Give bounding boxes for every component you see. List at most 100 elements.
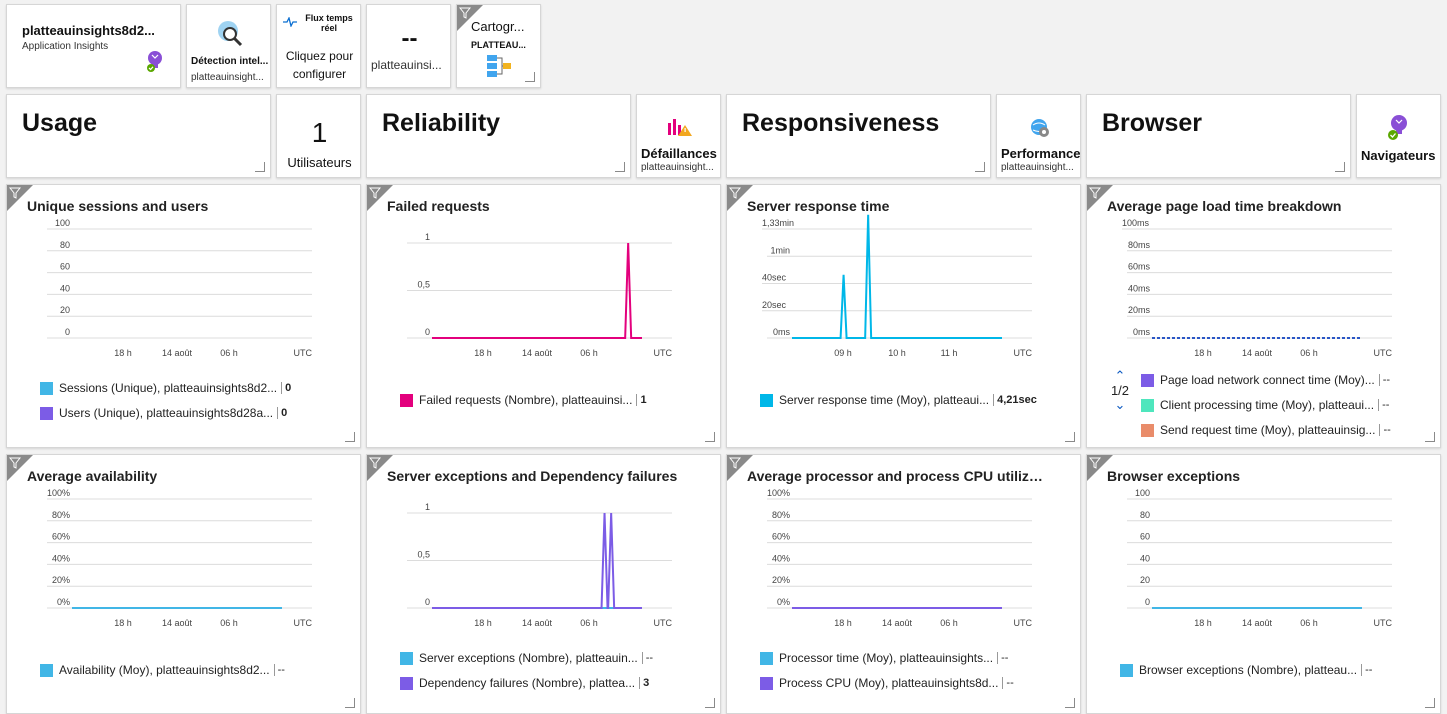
x-tick-label: 18 h xyxy=(114,618,132,628)
filter-icon xyxy=(729,187,741,199)
x-tick-label: 06 h xyxy=(940,618,958,628)
x-unit-label: UTC xyxy=(654,348,673,358)
filter-icon xyxy=(1089,457,1101,469)
app-name: platteauinsights8d2... xyxy=(22,23,155,38)
chart-tile[interactable]: Server response time 1,33min 1min 40sec 20se… xyxy=(726,184,1081,448)
smart-detection-sub: platteauinsight... xyxy=(191,72,264,83)
legend-item[interactable]: Sessions (Unique), platteauinsights8d2..… xyxy=(40,381,291,395)
y-tick-label: 40ms xyxy=(1128,283,1151,293)
y-tick-label: 20ms xyxy=(1128,305,1151,315)
legend-value: -- xyxy=(1378,374,1390,386)
live-metrics-title: Flux temps réel xyxy=(305,13,353,33)
performance-tile[interactable]: Performance platteauinsight... xyxy=(996,94,1081,178)
pager-text: 1/2 xyxy=(1110,383,1130,398)
metric-tile[interactable]: -- platteauinsi... xyxy=(366,4,451,88)
legend-swatch xyxy=(760,676,773,690)
resize-handle[interactable] xyxy=(345,698,355,708)
browser-heading-tile[interactable]: Browser xyxy=(1086,94,1351,178)
metric-sub: platteauinsi... xyxy=(371,58,442,72)
legend-item[interactable]: Failed requests (Nombre), platteauinsi..… xyxy=(400,393,647,407)
resize-handle[interactable] xyxy=(615,162,625,172)
legend-item[interactable]: Server exceptions (Nombre), platteauin..… xyxy=(400,651,653,665)
browsers-tile[interactable]: Navigateurs xyxy=(1356,94,1441,178)
resize-handle[interactable] xyxy=(1425,698,1435,708)
legend-item[interactable]: Server response time (Moy), platteaui...… xyxy=(760,393,1037,407)
resize-handle[interactable] xyxy=(1065,432,1075,442)
legend-swatch xyxy=(1120,663,1133,677)
x-tick-label: 10 h xyxy=(888,348,906,358)
legend-item[interactable]: Send request time (Moy), platteauinsig..… xyxy=(1141,423,1391,437)
legend-swatch xyxy=(400,651,413,665)
app-map-tile[interactable]: Cartogr... PLATTEAU... xyxy=(456,4,541,88)
y-tick-label: 60 xyxy=(1140,532,1150,542)
chart-tile[interactable]: Average page load time breakdown 100ms 80m… xyxy=(1086,184,1441,448)
legend-item[interactable]: Process CPU (Moy), platteauinsights8d...… xyxy=(760,676,1014,690)
x-tick-label: 06 h xyxy=(580,618,598,628)
y-tick-label: 100% xyxy=(767,488,790,498)
legend-item[interactable]: Browser exceptions (Nombre), platteau...… xyxy=(1120,663,1372,677)
resize-handle[interactable] xyxy=(705,432,715,442)
legend-value: -- xyxy=(1379,424,1391,436)
y-tick-label: 0 xyxy=(65,327,70,337)
chart-plot: 100% 80% 60% 40% 20% 0% 18 h 14 août 06 h UTC xyxy=(47,488,313,628)
x-tick-label: 06 h xyxy=(220,618,238,628)
smart-detection-tile[interactable]: Détection intel... platteauinsight... xyxy=(186,4,271,88)
chart-plot: 1 0,5 0 18 h 14 août 06 h UTC xyxy=(407,232,673,358)
legend-label: Client processing time (Moy), platteaui.… xyxy=(1160,398,1375,412)
legend-swatch xyxy=(760,393,773,407)
users-count: 1 xyxy=(311,117,328,148)
x-tick-label: 18 h xyxy=(1194,348,1212,358)
x-tick-label: 06 h xyxy=(1300,618,1318,628)
legend-item[interactable]: Dependency failures (Nombre), plattea...… xyxy=(400,676,649,690)
resize-handle[interactable] xyxy=(1425,432,1435,442)
legend-item[interactable]: Availability (Moy), platteauinsights8d2.… xyxy=(40,663,285,677)
chart-tile[interactable]: Unique sessions and users 100 80 60 40 20 0 18 … xyxy=(6,184,361,448)
legend-item[interactable]: Page load network connect time (Moy)... -… xyxy=(1141,373,1390,387)
chart-tile[interactable]: Browser exceptions 100 80 60 40 20 0 18 h 14 aoû… xyxy=(1086,454,1441,714)
chevron-up-icon[interactable]: ⌃ xyxy=(1114,368,1126,383)
legend-item[interactable]: Users (Unique), platteauinsights8d28a...… xyxy=(40,406,287,420)
y-tick-label: 80% xyxy=(772,510,790,520)
live-metrics-tile[interactable]: Flux temps réel Cliquez pour configurer xyxy=(276,4,361,88)
x-tick-label: 06 h xyxy=(580,348,598,358)
chart-tile[interactable]: Server exceptions and Dependency failure… xyxy=(366,454,721,714)
chart-plot: 1 0,5 0 18 h 14 août 06 h UTC xyxy=(407,502,672,628)
chart-plot: 1,33min 1min 40sec 20sec 0ms 09 h 10 h 11 h UTC xyxy=(762,214,1032,358)
legend-swatch xyxy=(40,381,53,395)
x-tick-label: 14 août xyxy=(522,348,553,358)
failures-tile[interactable]: Défaillances platteauinsight... xyxy=(636,94,721,178)
chart-plot: 100 80 60 40 20 0 18 h 14 août 06 h UTC xyxy=(1127,488,1392,628)
resize-handle[interactable] xyxy=(345,432,355,442)
app-map-sub: PLATTEAU... xyxy=(471,40,526,50)
reliability-heading-tile[interactable]: Reliability xyxy=(366,94,631,178)
legend-value: -- xyxy=(641,652,653,664)
legend-item[interactable]: Client processing time (Moy), platteaui.… xyxy=(1141,398,1389,412)
legend-label: Server exceptions (Nombre), platteauin..… xyxy=(419,651,638,665)
x-tick-label: 06 h xyxy=(220,348,238,358)
legend-label: Dependency failures (Nombre), plattea... xyxy=(419,676,636,690)
chevron-down-icon[interactable]: ⌄ xyxy=(1114,397,1126,412)
legend-pager[interactable]: ⌃ 1/2 ⌄ xyxy=(1109,369,1131,412)
x-tick-label: 06 h xyxy=(1300,348,1318,358)
chart-tile[interactable]: Average processor and process CPU utiliz… xyxy=(726,454,1081,714)
resize-handle[interactable] xyxy=(975,162,985,172)
chart-tile[interactable]: Average availability 100% 80% 60% 40% 20% 0% 18… xyxy=(6,454,361,714)
resize-handle[interactable] xyxy=(705,698,715,708)
y-tick-label: 0,5 xyxy=(417,280,430,290)
x-tick-label: 14 août xyxy=(1242,618,1273,628)
y-tick-label: 80ms xyxy=(1128,240,1151,250)
resize-handle[interactable] xyxy=(1335,162,1345,172)
resize-handle[interactable] xyxy=(525,72,535,82)
responsiveness-heading-tile[interactable]: Responsiveness xyxy=(726,94,991,178)
chart-tile[interactable]: Failed requests 1 0,5 0 18 h 14 août 06 h UTC Fa… xyxy=(366,184,721,448)
legend-item[interactable]: Processor time (Moy), platteauinsights..… xyxy=(760,651,1008,665)
resize-handle[interactable] xyxy=(1065,698,1075,708)
usage-heading-tile[interactable]: Usage xyxy=(6,94,271,178)
y-tick-label: 100% xyxy=(47,488,70,498)
users-tile[interactable]: 1 Utilisateurs xyxy=(276,94,361,178)
app-tile[interactable]: platteauinsights8d2... Application Insig… xyxy=(6,4,181,88)
resize-handle[interactable] xyxy=(255,162,265,172)
y-tick-label: 0,5 xyxy=(417,550,430,560)
pulse-icon xyxy=(283,14,297,32)
legend-label: Availability (Moy), platteauinsights8d2.… xyxy=(59,663,270,677)
